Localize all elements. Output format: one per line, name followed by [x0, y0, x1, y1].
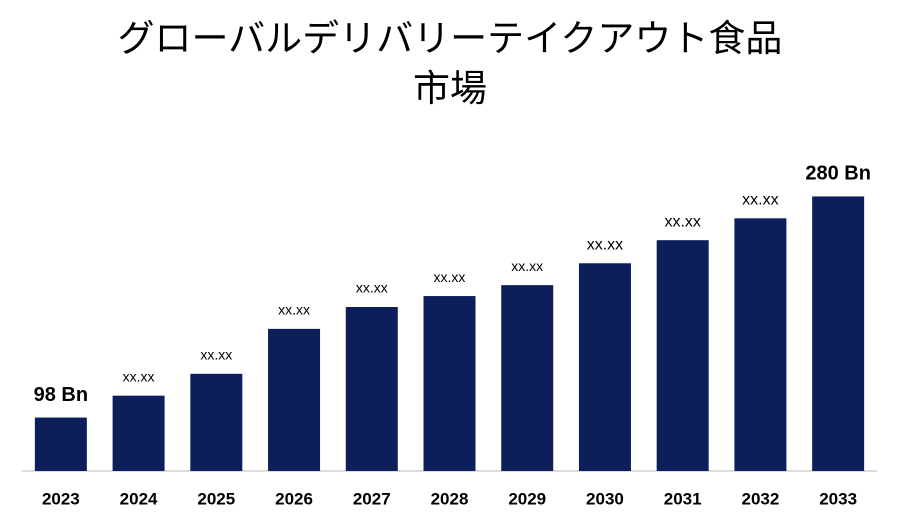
x-tick-label: 2028 — [431, 489, 469, 508]
bar — [112, 395, 165, 471]
bar — [268, 328, 321, 471]
value-label: 98 Bn — [34, 384, 88, 406]
value-label: xx.xx — [587, 236, 623, 253]
x-tick-label: 2029 — [508, 489, 546, 508]
x-tick-label: 2031 — [664, 489, 702, 508]
bar — [578, 263, 631, 471]
x-tick-label: 2026 — [275, 489, 313, 508]
x-tick-label: 2027 — [353, 489, 391, 508]
bar — [812, 196, 865, 471]
x-tick-label: 2030 — [586, 489, 624, 508]
bar — [423, 296, 476, 471]
bar — [734, 218, 787, 471]
value-label: xx.xx — [200, 347, 232, 363]
x-tick-label: 2025 — [197, 489, 235, 508]
chart-title: グローバルデリバリーテイクアウト食品市場 — [117, 17, 783, 110]
x-tick-label: 2024 — [120, 489, 158, 508]
x-tick-label: 2023 — [42, 489, 80, 508]
bar — [501, 285, 554, 471]
bar — [34, 417, 87, 471]
value-label: xx.xx — [434, 269, 466, 285]
value-label: 280 Bn — [805, 163, 871, 185]
bar — [345, 306, 398, 471]
value-label: xx.xx — [511, 258, 543, 274]
value-label: xx.xx — [123, 368, 155, 384]
value-label: xx.xx — [664, 213, 700, 230]
bar — [656, 240, 709, 471]
x-tick-label: 2032 — [741, 489, 779, 508]
value-label: xx.xx — [356, 280, 388, 296]
bar — [190, 373, 243, 471]
value-label: xx.xx — [742, 192, 778, 209]
x-tick-label: 2033 — [819, 489, 857, 508]
value-label: xx.xx — [278, 302, 310, 318]
